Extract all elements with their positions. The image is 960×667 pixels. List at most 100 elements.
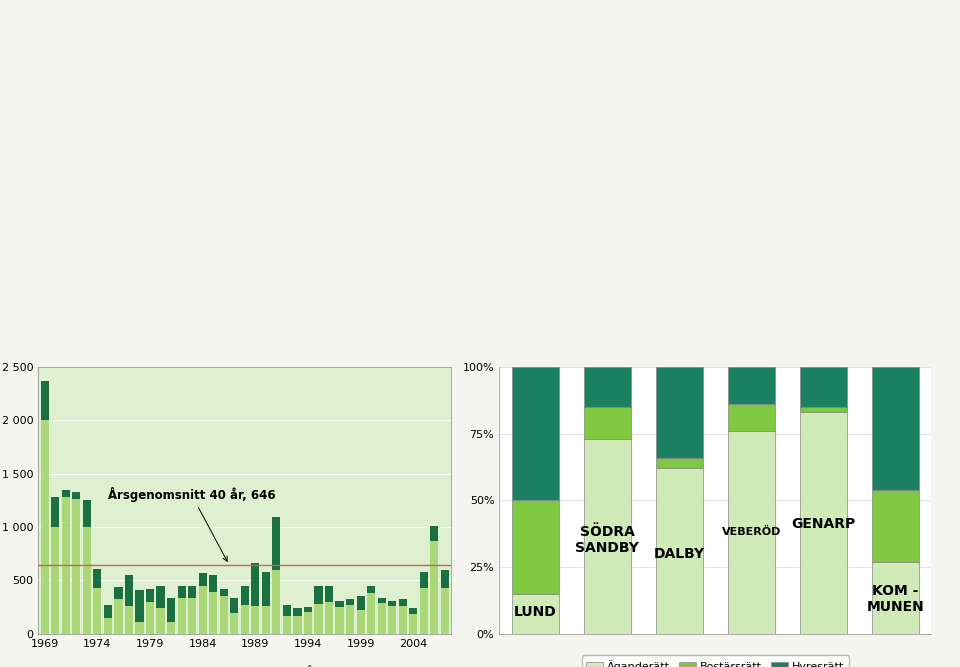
Bar — [40, 420, 49, 634]
Bar — [420, 588, 428, 634]
Bar — [178, 598, 185, 634]
Bar — [356, 596, 365, 610]
Bar — [584, 439, 631, 634]
Bar — [335, 607, 344, 634]
Bar — [83, 527, 91, 634]
Bar — [346, 599, 354, 606]
Bar — [388, 601, 396, 606]
Bar — [262, 606, 270, 634]
Bar — [356, 610, 365, 634]
Bar — [230, 614, 238, 634]
Bar — [656, 367, 703, 458]
Bar — [93, 569, 102, 588]
Bar — [398, 600, 407, 606]
Bar — [584, 407, 631, 439]
Bar — [209, 576, 217, 592]
Bar — [430, 526, 439, 541]
Bar — [512, 500, 559, 594]
Bar — [800, 407, 847, 412]
Bar — [324, 602, 333, 634]
Bar — [167, 598, 175, 622]
Bar — [156, 586, 165, 608]
Text: VEBERÖD: VEBERÖD — [722, 527, 780, 538]
Text: SÖDRA
SANDBY: SÖDRA SANDBY — [575, 525, 639, 556]
Bar — [61, 497, 70, 634]
Bar — [512, 367, 559, 500]
Bar — [294, 608, 301, 616]
Bar — [728, 404, 775, 431]
Bar — [135, 590, 144, 622]
Bar — [125, 575, 133, 606]
Bar — [728, 431, 775, 634]
Bar — [346, 606, 354, 634]
Bar — [220, 596, 228, 634]
Bar — [304, 612, 312, 634]
Bar — [800, 367, 847, 407]
Bar — [420, 572, 428, 588]
Bar — [377, 598, 386, 603]
Text: GENARP: GENARP — [791, 518, 855, 531]
Bar — [584, 367, 631, 407]
Bar — [51, 527, 60, 634]
Text: KOM -
MUNEN: KOM - MUNEN — [866, 584, 924, 614]
Bar — [283, 616, 291, 634]
Bar — [872, 490, 919, 562]
Bar — [367, 593, 375, 634]
Text: DALBY: DALBY — [654, 547, 705, 560]
Bar — [409, 608, 418, 614]
Bar — [335, 600, 344, 607]
Bar — [83, 500, 91, 527]
Bar — [315, 604, 323, 634]
Bar — [114, 587, 123, 600]
Bar — [188, 586, 196, 598]
Bar — [220, 590, 228, 596]
Bar — [430, 541, 439, 634]
Bar — [388, 606, 396, 634]
Bar — [104, 605, 112, 618]
Bar — [188, 598, 196, 634]
Bar — [872, 367, 919, 490]
Bar — [377, 603, 386, 634]
Bar — [199, 586, 206, 634]
Bar — [125, 606, 133, 634]
Bar — [273, 518, 280, 570]
Bar — [199, 573, 206, 586]
Bar — [167, 622, 175, 634]
Bar — [315, 586, 323, 604]
Bar — [241, 586, 249, 605]
Bar — [241, 605, 249, 634]
Bar — [252, 606, 259, 634]
Bar — [304, 607, 312, 612]
Bar — [146, 589, 155, 602]
Bar — [324, 586, 333, 602]
Bar — [728, 367, 775, 404]
Legend: flerbostadshus, småhus: flerbostadshus, småhus — [151, 662, 339, 667]
Bar — [72, 499, 81, 634]
Bar — [178, 586, 185, 598]
Bar — [512, 594, 559, 634]
Bar — [294, 616, 301, 634]
Text: LUND: LUND — [514, 606, 557, 619]
Bar — [409, 614, 418, 634]
Bar — [872, 562, 919, 634]
Bar — [209, 592, 217, 634]
Bar — [156, 608, 165, 634]
Bar — [262, 572, 270, 606]
Bar — [441, 588, 449, 634]
Bar — [146, 602, 155, 634]
Legend: Äganderätt, Bostärsrätt, Hyresrätt: Äganderätt, Bostärsrätt, Hyresrätt — [582, 655, 849, 667]
Bar — [72, 492, 81, 499]
Bar — [61, 490, 70, 497]
Bar — [51, 497, 60, 527]
Bar — [104, 618, 112, 634]
Bar — [230, 598, 238, 614]
Bar — [398, 606, 407, 634]
Bar — [800, 412, 847, 634]
Bar — [367, 586, 375, 593]
Bar — [273, 570, 280, 634]
Bar — [93, 588, 102, 634]
Bar — [135, 622, 144, 634]
Bar — [114, 600, 123, 634]
Bar — [656, 468, 703, 634]
Bar — [40, 381, 49, 420]
